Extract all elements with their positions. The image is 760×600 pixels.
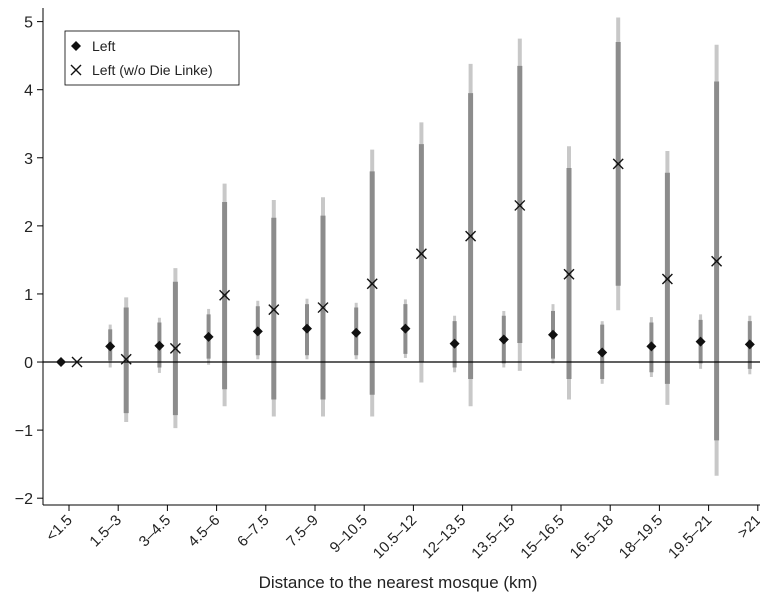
x-tick-label: 19.5–21 bbox=[665, 512, 715, 562]
x-tick-label: >21 bbox=[735, 512, 760, 542]
legend-x-marker bbox=[70, 64, 82, 76]
x-axis-title: Distance to the nearest mosque (km) bbox=[259, 573, 538, 592]
x-tick-label: 6–7.5 bbox=[234, 512, 273, 551]
y-tick-label: 3 bbox=[24, 151, 33, 168]
y-tick-label: 5 bbox=[24, 15, 33, 32]
diamond-marker bbox=[695, 336, 706, 347]
legend-label-left: Left bbox=[92, 38, 115, 54]
diamond-marker bbox=[498, 334, 509, 345]
y-axis-ticks: −2 −1 0 1 2 3 4 5 bbox=[15, 15, 43, 508]
x-marker bbox=[120, 353, 132, 365]
y-tick-label: 2 bbox=[24, 219, 33, 236]
x-marker bbox=[415, 248, 427, 260]
x-marker bbox=[514, 199, 526, 211]
diamond-marker bbox=[302, 323, 312, 334]
diamond-marker bbox=[252, 326, 263, 337]
x-marker bbox=[366, 278, 378, 290]
confidence-intervals bbox=[108, 17, 752, 476]
y-tick-label: −1 bbox=[15, 423, 33, 440]
y-tick-label: 1 bbox=[24, 287, 33, 304]
diamond-marker bbox=[154, 340, 165, 351]
y-tick-label: 0 bbox=[24, 355, 33, 372]
x-tick-label: 13.5–15 bbox=[468, 512, 518, 562]
x-marker bbox=[612, 158, 624, 170]
x-tick-label: 3–4.5 bbox=[136, 512, 175, 551]
legend-diamond-marker bbox=[71, 41, 81, 51]
y-tick-label: 4 bbox=[24, 83, 33, 100]
diamond-marker bbox=[105, 341, 116, 352]
legend-box bbox=[64, 30, 240, 86]
x-marker bbox=[317, 302, 329, 314]
y-tick-label: −2 bbox=[15, 491, 33, 508]
x-marker bbox=[71, 356, 83, 368]
x-tick-label: 7.5–9 bbox=[283, 512, 322, 551]
data-markers bbox=[56, 158, 755, 368]
x-axis-ticks: <1.5 1.5–3 3–4.5 4.5–6 6–7.5 7.5–9 9–10.510.5–… bbox=[43, 505, 760, 562]
diamond-marker bbox=[56, 357, 66, 368]
x-tick-label: 10.5–12 bbox=[370, 512, 420, 562]
x-tick-label: 16.5–18 bbox=[567, 512, 617, 562]
x-marker bbox=[661, 273, 673, 285]
legend-label-left-without-die-linke: Left (w/o Die Linke) bbox=[92, 62, 213, 78]
legend: Left Left (w/o Die Linke) bbox=[64, 30, 240, 86]
x-marker bbox=[563, 268, 575, 280]
x-tick-label: 18–19.5 bbox=[616, 512, 666, 562]
x-marker bbox=[169, 342, 181, 354]
x-marker bbox=[711, 255, 723, 267]
x-tick-label: 4.5–6 bbox=[185, 512, 224, 551]
x-marker bbox=[268, 304, 280, 316]
x-tick-label: 9–10.5 bbox=[327, 512, 371, 556]
x-tick-label: <1.5 bbox=[43, 512, 76, 545]
x-tick-label: 1.5–3 bbox=[86, 512, 125, 551]
diamond-marker bbox=[203, 331, 214, 342]
diamond-marker bbox=[400, 323, 411, 334]
x-marker bbox=[219, 289, 231, 301]
diamond-marker bbox=[449, 338, 460, 349]
diamond-marker bbox=[646, 341, 657, 352]
diamond-marker bbox=[597, 347, 608, 358]
diamond-marker bbox=[744, 339, 755, 350]
diamond-marker bbox=[351, 327, 362, 338]
diamond-marker bbox=[548, 329, 558, 340]
x-tick-label: 15–16.5 bbox=[517, 512, 567, 562]
x-marker bbox=[465, 230, 477, 242]
x-tick-label: 12–13.5 bbox=[419, 512, 469, 562]
